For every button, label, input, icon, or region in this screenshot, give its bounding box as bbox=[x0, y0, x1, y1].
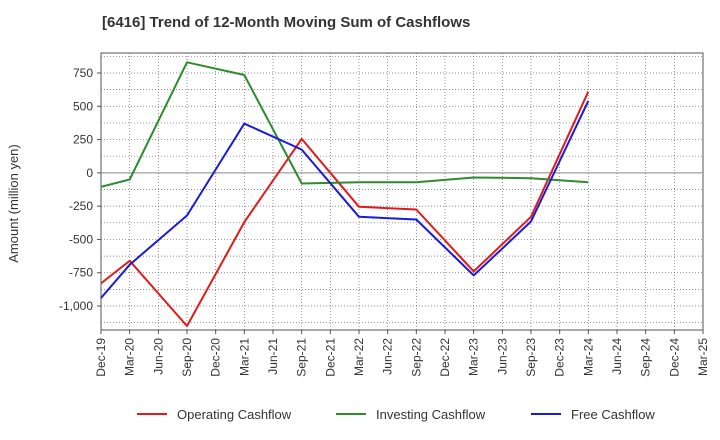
legend: Operating Cashflow Investing Cashflow Free… bbox=[137, 407, 655, 422]
x-tick-label: Mar-22 bbox=[352, 338, 366, 376]
series-layer bbox=[100, 61, 590, 327]
series-line-2 bbox=[100, 100, 590, 299]
y-tick-label: -500 bbox=[69, 232, 93, 246]
y-tick-label: -1,000 bbox=[59, 299, 93, 313]
x-tick-label: Sep-24 bbox=[639, 338, 653, 377]
x-tick-label: Jun-23 bbox=[495, 338, 509, 375]
y-tick-label: 750 bbox=[73, 66, 93, 80]
x-tick-label: Dec-21 bbox=[323, 338, 337, 377]
x-tick-label: Dec-20 bbox=[209, 338, 223, 377]
x-tick-label: Mar-25 bbox=[696, 338, 710, 376]
x-tick-labels: Dec-19 Mar-20 Jun-20 Sep-20 Dec-20 Mar-21 Jun-… bbox=[94, 330, 710, 377]
x-tick-label: Dec-19 bbox=[94, 338, 108, 377]
legend-label-2: Free Cashflow bbox=[571, 407, 655, 422]
series-line-0 bbox=[100, 91, 590, 327]
y-tick-label: -250 bbox=[69, 199, 93, 213]
series-line-1 bbox=[100, 61, 589, 188]
y-tick-label: 500 bbox=[73, 99, 93, 113]
legend-label-0: Operating Cashflow bbox=[177, 407, 292, 422]
x-tick-label: Sep-22 bbox=[409, 338, 423, 377]
x-tick-label: Jun-21 bbox=[266, 338, 280, 375]
x-tick-label: Sep-21 bbox=[295, 338, 309, 377]
x-tick-label: Mar-21 bbox=[237, 338, 251, 376]
x-tick-label: Dec-24 bbox=[667, 338, 681, 377]
y-tick-label: 250 bbox=[73, 133, 93, 147]
x-tick-label: Jun-20 bbox=[151, 338, 165, 375]
x-tick-label: Mar-20 bbox=[123, 338, 137, 376]
legend-label-1: Investing Cashflow bbox=[376, 407, 486, 422]
y-tick-labels: 750 500 250 0 -250 -500 -750 -1,000 bbox=[59, 66, 101, 313]
x-tick-label: Sep-23 bbox=[524, 338, 538, 377]
x-tick-label: Mar-24 bbox=[581, 338, 595, 376]
x-tick-label: Jun-24 bbox=[610, 338, 624, 375]
x-tick-label: Dec-22 bbox=[438, 338, 452, 377]
plot-frame bbox=[100, 52, 704, 331]
x-tick-label: Dec-23 bbox=[553, 338, 567, 377]
y-tick-label: 0 bbox=[86, 166, 93, 180]
x-tick-label: Mar-23 bbox=[467, 338, 481, 376]
x-tick-label: Jun-22 bbox=[381, 338, 395, 375]
chart-title: [6416] Trend of 12-Month Moving Sum of C… bbox=[102, 14, 471, 31]
grid-layer bbox=[101, 53, 703, 330]
x-tick-label: Sep-20 bbox=[180, 338, 194, 377]
y-tick-label: -750 bbox=[69, 266, 93, 280]
y-axis-title: Amount (million yen) bbox=[6, 144, 21, 263]
